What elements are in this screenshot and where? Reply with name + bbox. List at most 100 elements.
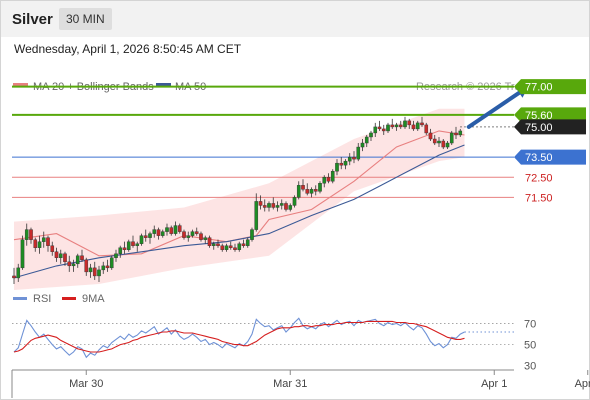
candle-body <box>54 251 59 258</box>
candle <box>84 257 89 276</box>
candle <box>284 201 288 212</box>
candle <box>250 227 254 242</box>
candle-body <box>24 229 29 240</box>
rsi-panel: 70 50 30 <box>12 317 536 373</box>
candle-body <box>318 183 322 192</box>
candle-body <box>63 253 67 263</box>
chart-header: Silver 30 MIN <box>1 1 589 37</box>
candle-body <box>190 231 195 236</box>
candle-body <box>424 124 429 134</box>
candle-body <box>101 265 106 271</box>
candle <box>415 120 420 131</box>
candle-body <box>12 275 16 279</box>
candle <box>182 229 186 240</box>
candle-body <box>135 243 140 246</box>
legend-swatch-ma20 <box>13 83 28 87</box>
candle-body <box>220 245 225 250</box>
candle <box>305 183 310 196</box>
candle-body <box>131 241 135 246</box>
rsi-series-9ma <box>13 320 465 353</box>
candle-body <box>343 160 348 166</box>
candle-body <box>237 243 242 250</box>
candle-body <box>364 136 369 144</box>
candle-body <box>241 243 246 246</box>
level-label-71.50: 71.50 <box>525 192 553 204</box>
candle <box>318 181 322 194</box>
x-tick-label: Apr 3 <box>575 378 590 390</box>
candle <box>292 195 297 208</box>
candle-body <box>199 233 203 240</box>
rsi-tick-label: 30 <box>524 361 536 373</box>
candle <box>454 126 458 139</box>
candle <box>37 235 42 254</box>
candle <box>237 241 242 252</box>
candle-body <box>207 237 212 246</box>
candle-body <box>118 247 123 254</box>
candle-body <box>80 255 84 261</box>
timeframe-badge[interactable]: 30 MIN <box>59 8 112 30</box>
candle <box>173 221 178 236</box>
candle <box>29 227 33 244</box>
candle-body <box>139 235 144 244</box>
candle-body <box>194 231 199 234</box>
candle <box>216 239 220 248</box>
candle <box>194 227 199 236</box>
candle-body <box>407 120 412 126</box>
candle <box>92 261 97 280</box>
candle-body <box>403 120 407 128</box>
candle-body <box>50 245 55 252</box>
candle <box>80 249 84 262</box>
candle-body <box>305 189 310 194</box>
x-axis: Mar 30 Mar 31 Apr 1 Apr 3 <box>69 370 590 390</box>
candle-body <box>46 237 50 246</box>
candle <box>309 187 314 198</box>
candle-body <box>29 229 33 240</box>
rsi-tick-label: 50 <box>524 340 536 352</box>
candle-body <box>381 128 386 132</box>
candle-body <box>245 239 250 246</box>
candle-body <box>394 124 399 128</box>
candle <box>313 185 318 196</box>
candle <box>339 157 344 170</box>
candle <box>203 235 208 244</box>
candle-body <box>165 227 169 232</box>
candle <box>441 138 446 150</box>
candle <box>143 229 148 242</box>
candle-body <box>75 255 80 265</box>
candle-body <box>254 201 259 230</box>
candle <box>220 243 225 252</box>
candle-body <box>250 229 254 240</box>
candle-body <box>330 171 335 182</box>
candle-body <box>177 225 182 232</box>
candle-body <box>58 253 63 258</box>
candle <box>364 134 369 148</box>
candle <box>109 255 114 270</box>
candle-body <box>437 140 441 144</box>
candle-body <box>360 142 365 148</box>
candle <box>322 175 327 188</box>
candle <box>135 241 140 252</box>
candle-body <box>143 235 148 238</box>
candle-body <box>292 197 297 206</box>
candle-body <box>92 267 97 277</box>
candle-body <box>114 253 118 258</box>
candle-body <box>373 126 378 134</box>
bollinger-band-area <box>14 108 465 290</box>
candle-body <box>173 225 178 234</box>
candle <box>330 169 335 184</box>
candle <box>279 199 284 210</box>
candle <box>169 225 174 236</box>
candle-body <box>262 205 267 208</box>
candle <box>207 235 212 248</box>
candle <box>288 203 293 212</box>
candle <box>296 181 301 200</box>
candle <box>75 253 80 268</box>
candle <box>97 265 101 282</box>
forecast-arrow-shaft <box>466 90 522 129</box>
candle <box>432 134 437 146</box>
level-tag-73.50 <box>514 149 586 165</box>
level-label-75.60: 75.60 <box>525 110 553 122</box>
candle-body <box>224 245 229 250</box>
